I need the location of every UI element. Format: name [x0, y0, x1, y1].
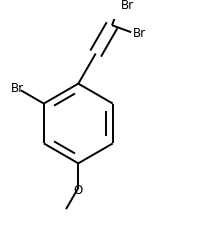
Text: Br: Br	[133, 27, 146, 40]
Text: Br: Br	[121, 0, 134, 11]
Text: O: O	[74, 184, 83, 197]
Text: Br: Br	[11, 82, 24, 95]
